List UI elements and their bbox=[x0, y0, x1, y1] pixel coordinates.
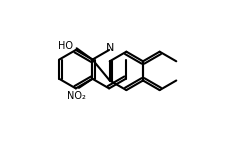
Text: NO₂: NO₂ bbox=[67, 91, 86, 101]
Text: N: N bbox=[106, 43, 114, 53]
Text: HO: HO bbox=[58, 41, 73, 51]
